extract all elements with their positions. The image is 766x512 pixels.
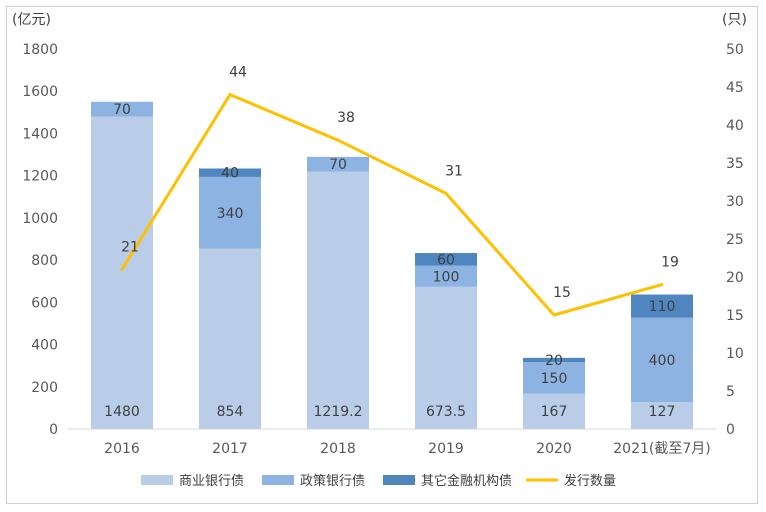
line-data-label: 15 [553, 285, 571, 301]
y-right-tick-label: 30 [726, 194, 744, 210]
bar-segment [91, 116, 153, 430]
bar-segment [415, 265, 477, 287]
y-left-tick-label: 1400 [22, 126, 58, 142]
bar-data-label: 100 [433, 269, 460, 285]
bar-segment [523, 362, 585, 394]
line-point [228, 93, 232, 97]
line-data-label: 44 [229, 65, 247, 81]
bar-data-label: 340 [217, 206, 244, 222]
bar-data-label: 150 [541, 371, 568, 387]
line-series-path [120, 93, 663, 317]
legend-label: 商业银行债 [179, 474, 244, 489]
right-axis-unit: (只) [722, 12, 747, 28]
line-data-label: 38 [337, 110, 355, 126]
bar-segment [91, 101, 153, 117]
bar-segment [523, 357, 585, 363]
bar-segment [631, 294, 693, 318]
x-tick-label: 2021(截至7月) [613, 441, 710, 457]
y-right-tick-label: 35 [726, 156, 744, 172]
bar-segment [415, 286, 477, 429]
legend-swatch [141, 475, 173, 485]
x-tick-label: 2016 [104, 441, 140, 457]
bar-data-label: 20 [545, 353, 563, 369]
bar-segment [307, 171, 369, 429]
y-right-tick-label: 20 [726, 270, 744, 286]
x-tick-label: 2018 [320, 441, 356, 457]
legend-swatch [262, 475, 294, 485]
x-tick-label: 2017 [212, 441, 248, 457]
legend-label: 其它金融机构债 [421, 473, 512, 489]
y-left-tick-label: 800 [31, 253, 58, 269]
bar-segment [631, 317, 693, 403]
bar-data-label: 70 [329, 157, 347, 173]
bar-data-label: 110 [649, 299, 676, 315]
bar-data-label: 400 [649, 353, 676, 369]
bar-data-label: 60 [437, 252, 455, 268]
bar-segment [199, 248, 261, 429]
y-right-tick-label: 10 [726, 346, 744, 362]
bar-segment [199, 168, 261, 177]
bar-segment [307, 156, 369, 172]
line-point [120, 267, 124, 271]
legend-label: 发行数量 [564, 473, 616, 489]
line-data-label: 21 [121, 239, 139, 255]
bar-segment [199, 176, 261, 249]
y-left-tick-label: 0 [49, 422, 58, 438]
y-left-tick-label: 200 [31, 380, 58, 396]
y-left-tick-label: 1800 [22, 42, 58, 58]
y-left-tick-label: 1000 [22, 211, 58, 227]
line-point [552, 313, 556, 317]
y-left-tick-label: 600 [31, 295, 58, 311]
bar-data-label: 1219.2 [314, 404, 363, 420]
left-axis-unit: (亿元) [12, 12, 51, 28]
bar-data-label: 673.5 [426, 404, 466, 420]
line-point [444, 191, 448, 195]
bar-segment [631, 402, 693, 429]
line-point [660, 283, 664, 287]
x-tick-label: 2020 [536, 441, 572, 457]
legend-label: 政策银行债 [300, 473, 365, 489]
bar-data-label: 70 [113, 102, 131, 118]
y-right-tick-label: 50 [726, 42, 744, 58]
y-left-tick-label: 400 [31, 338, 58, 354]
bar-data-label: 40 [221, 166, 239, 182]
line-data-label: 19 [661, 255, 679, 271]
bar-data-label: 854 [217, 404, 244, 420]
y-right-tick-label: 45 [726, 80, 744, 96]
y-right-tick-label: 15 [726, 308, 744, 324]
y-right-tick-label: 40 [726, 118, 744, 134]
y-left-tick-label: 1600 [22, 84, 58, 100]
legend-swatch [383, 475, 415, 485]
bar-data-label: 167 [541, 404, 568, 420]
y-right-tick-label: 25 [726, 232, 744, 248]
line-data-label: 31 [445, 163, 463, 179]
y-left-tick-label: 1200 [22, 169, 58, 185]
line-point [336, 138, 340, 142]
x-tick-label: 2019 [428, 441, 464, 457]
bar-segment [523, 393, 585, 429]
y-right-tick-label: 5 [726, 384, 735, 400]
y-right-tick-label: 0 [726, 422, 735, 438]
bar-data-label: 127 [649, 404, 676, 420]
bar-data-label: 1480 [104, 404, 140, 420]
bar-segment [415, 253, 477, 266]
